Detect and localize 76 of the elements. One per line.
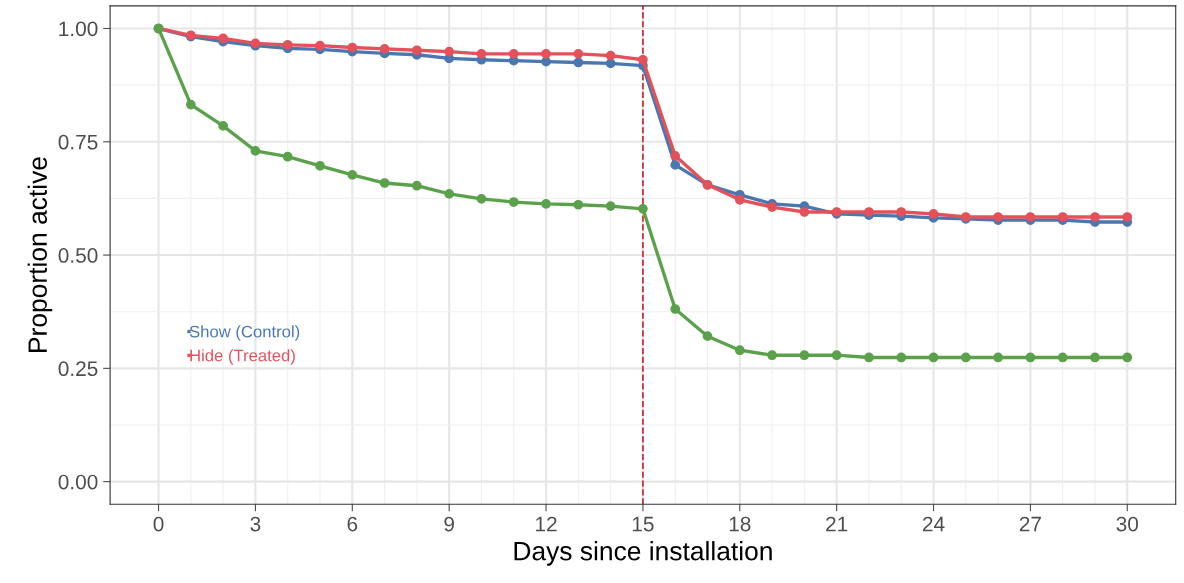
point bbox=[541, 198, 551, 209]
point bbox=[1122, 212, 1133, 222]
x-tick-label: 18 bbox=[729, 516, 751, 532]
y-tick-label: 0.00 bbox=[58, 474, 98, 490]
point bbox=[799, 207, 810, 217]
y-tick-label: 1.00 bbox=[59, 21, 98, 37]
point bbox=[1090, 212, 1100, 222]
point bbox=[379, 44, 390, 54]
point bbox=[1122, 352, 1133, 363]
point bbox=[605, 201, 616, 211]
x-tick-label: 3 bbox=[250, 516, 261, 532]
point bbox=[185, 99, 196, 110]
point bbox=[282, 151, 293, 162]
x-tick-label: 6 bbox=[347, 516, 358, 532]
point bbox=[799, 350, 810, 361]
point bbox=[767, 350, 777, 361]
point bbox=[541, 56, 551, 67]
legend-label: Show (Control) bbox=[189, 325, 300, 341]
x-tick-label: 24 bbox=[922, 516, 945, 532]
point bbox=[315, 160, 325, 171]
point bbox=[218, 121, 228, 131]
x-tick-label: 12 bbox=[536, 516, 557, 532]
point bbox=[702, 331, 713, 342]
point bbox=[573, 49, 584, 59]
point bbox=[444, 46, 455, 57]
x-tick-label: 0 bbox=[153, 516, 164, 532]
point bbox=[508, 49, 519, 59]
point bbox=[573, 199, 584, 210]
point bbox=[250, 145, 261, 156]
point bbox=[315, 40, 325, 51]
point bbox=[928, 352, 939, 363]
x-tick-label: 21 bbox=[826, 516, 848, 532]
x-tick-label: 27 bbox=[1019, 516, 1041, 532]
point bbox=[573, 57, 584, 68]
legend-label: Hide (Treated) bbox=[190, 349, 295, 365]
point bbox=[993, 212, 1003, 222]
point bbox=[734, 194, 745, 205]
point bbox=[444, 189, 455, 199]
y-axis-title: Proportion active bbox=[27, 157, 53, 352]
point bbox=[1025, 352, 1036, 363]
point bbox=[638, 203, 648, 214]
point bbox=[864, 352, 874, 363]
point bbox=[670, 150, 681, 161]
point bbox=[412, 180, 422, 191]
point bbox=[928, 208, 939, 219]
point bbox=[412, 45, 422, 56]
point bbox=[476, 194, 487, 204]
point bbox=[1057, 212, 1068, 222]
y-tick-label: 0.50 bbox=[58, 248, 98, 263]
point bbox=[282, 39, 293, 50]
x-tick-label: 15 bbox=[632, 516, 654, 532]
point bbox=[541, 49, 551, 59]
point bbox=[1025, 212, 1036, 222]
point bbox=[864, 207, 874, 217]
point bbox=[734, 345, 745, 356]
point bbox=[896, 352, 907, 363]
point bbox=[605, 50, 616, 61]
x-tick-label: 30 bbox=[1116, 516, 1139, 532]
point bbox=[476, 49, 487, 59]
point bbox=[1057, 352, 1068, 363]
point bbox=[508, 197, 519, 207]
y-tick-label: 0.25 bbox=[58, 361, 98, 377]
point bbox=[670, 160, 681, 170]
point bbox=[896, 207, 907, 217]
point bbox=[670, 304, 681, 314]
x-tick-label: 9 bbox=[444, 516, 454, 532]
point bbox=[831, 350, 842, 361]
point bbox=[993, 352, 1003, 363]
y-tick-label: 0.75 bbox=[58, 134, 98, 150]
point bbox=[347, 169, 358, 180]
point bbox=[638, 54, 648, 65]
point bbox=[379, 178, 390, 188]
x-axis-title: Days since installation bbox=[514, 541, 772, 566]
point bbox=[960, 352, 971, 363]
point bbox=[347, 42, 358, 53]
point bbox=[1090, 352, 1100, 363]
